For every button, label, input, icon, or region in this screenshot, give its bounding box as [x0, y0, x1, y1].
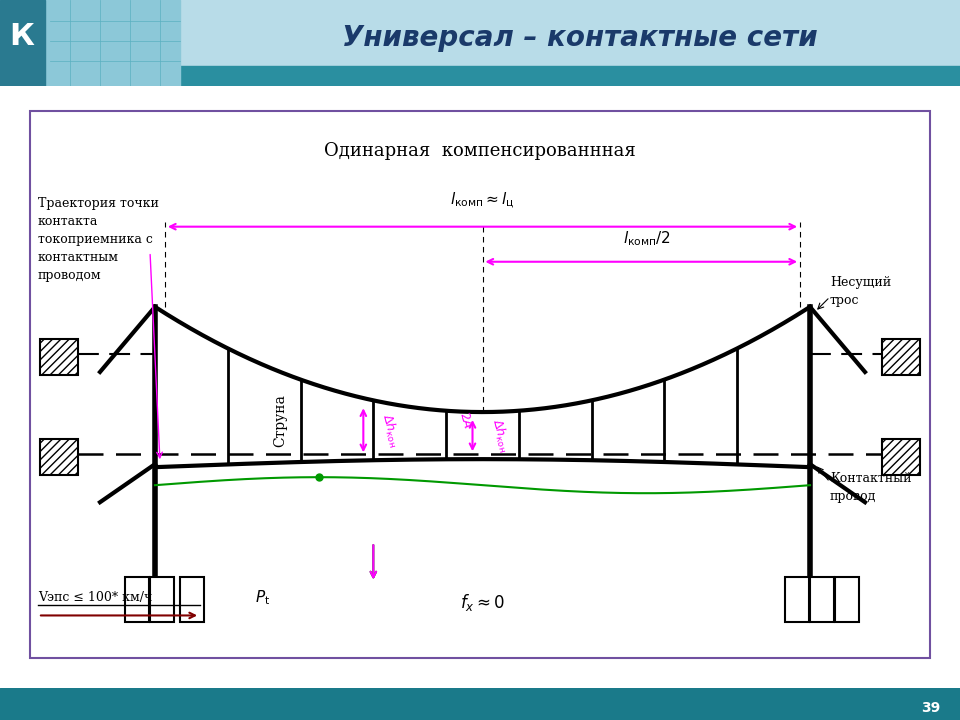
- Text: Струна: Струна: [274, 395, 288, 447]
- Text: $2A$: $2A$: [457, 410, 474, 431]
- Bar: [785, 577, 809, 623]
- Bar: [882, 439, 920, 475]
- Bar: [0, 66, 960, 86]
- Bar: [40, 339, 78, 375]
- Bar: [180, 577, 204, 623]
- Text: Траектория точки
контакта
токоприемника с
контактным
проводом: Траектория точки контакта токоприемника …: [38, 197, 158, 282]
- Bar: [810, 577, 834, 623]
- Bar: [125, 577, 149, 623]
- Bar: [835, 577, 859, 623]
- Text: $l_{\rm комп}\approx l_{\rm ц}$: $l_{\rm комп}\approx l_{\rm ц}$: [450, 190, 515, 211]
- Text: Одинарная  компенсированнная: Одинарная компенсированнная: [324, 142, 636, 160]
- Bar: [40, 439, 78, 475]
- Bar: [882, 339, 920, 375]
- Bar: [0, 0, 180, 86]
- Text: $f_x\approx0$: $f_x\approx0$: [460, 592, 505, 613]
- Text: К: К: [10, 22, 35, 50]
- Text: $\Delta h_{\rm кон}$: $\Delta h_{\rm кон}$: [378, 412, 402, 449]
- Text: $\Delta h_{\rm кон}$: $\Delta h_{\rm кон}$: [488, 417, 512, 454]
- Text: Несущий
трос: Несущий трос: [830, 276, 891, 307]
- Bar: [0, 0, 45, 86]
- Bar: [150, 577, 174, 623]
- Text: $P_{\rm t}$: $P_{\rm t}$: [255, 588, 270, 607]
- Text: Универсал – контактные сети: Универсал – контактные сети: [342, 24, 818, 52]
- Text: 39: 39: [921, 701, 940, 715]
- Text: $l_{\rm комп}/2$: $l_{\rm комп}/2$: [622, 229, 670, 248]
- Text: Контактный
провод: Контактный провод: [830, 472, 911, 503]
- Text: Vэпс ≤ 100* км/ч: Vэпс ≤ 100* км/ч: [38, 591, 153, 604]
